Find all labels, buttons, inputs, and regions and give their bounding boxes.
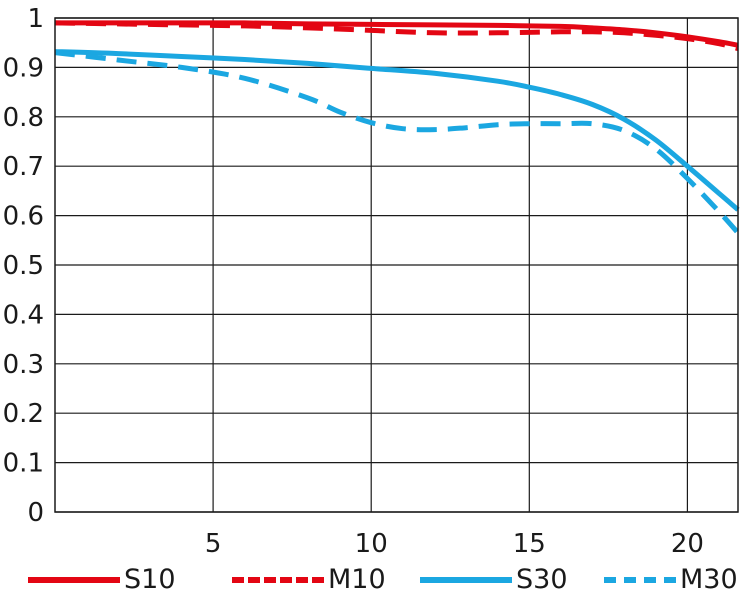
legend-item-s30: S30 (420, 560, 568, 600)
y-tick-label: 0.7 (3, 152, 44, 182)
legend-label-s30: S30 (516, 564, 568, 595)
legend-item-s10: S10 (28, 560, 176, 600)
y-tick-label: 0 (27, 498, 44, 528)
legend-label-m30: M30 (680, 564, 738, 595)
legend: S10 M10 S30 M30 (0, 560, 744, 600)
series-line-m30 (54, 50, 740, 235)
y-tick-label: 0.6 (3, 202, 44, 232)
legend-swatch-s30 (420, 577, 512, 583)
x-tick-label: 15 (513, 529, 546, 559)
x-tick-label: 5 (205, 529, 222, 559)
y-tick-label: 1 (27, 4, 44, 34)
series-layer (54, 20, 740, 235)
y-axis-ticks: 0 0.1 0.2 0.3 0.4 0.5 0.6 0.7 0.8 0.9 1 (3, 4, 44, 528)
legend-item-m30: M30 (604, 560, 738, 600)
legend-item-m10: M10 (232, 560, 386, 600)
series-line-m10 (54, 20, 739, 52)
grid (55, 17, 738, 513)
y-tick-label: 0.5 (3, 251, 44, 281)
y-tick-label: 0.9 (3, 53, 44, 83)
legend-swatch-m10 (232, 577, 324, 583)
y-tick-label: 0.3 (3, 350, 44, 380)
y-tick-label: 0.2 (3, 399, 44, 429)
y-tick-label: 0.4 (3, 300, 44, 330)
series-line-s30 (54, 49, 740, 212)
x-tick-label: 20 (671, 529, 704, 559)
y-tick-label: 0.1 (3, 449, 44, 479)
mtf-chart: 0 0.1 0.2 0.3 0.4 0.5 0.6 0.7 0.8 0.9 1 5 10 15 20 (3, 4, 740, 559)
x-tick-label: 10 (355, 529, 388, 559)
plot-frame (54, 17, 739, 513)
legend-label-m10: M10 (328, 564, 386, 595)
x-axis-ticks: 5 10 15 20 (205, 529, 704, 559)
legend-label-s10: S10 (124, 564, 176, 595)
legend-swatch-s10 (28, 577, 120, 583)
y-tick-label: 0.8 (3, 103, 44, 133)
legend-swatch-m30 (604, 577, 676, 583)
